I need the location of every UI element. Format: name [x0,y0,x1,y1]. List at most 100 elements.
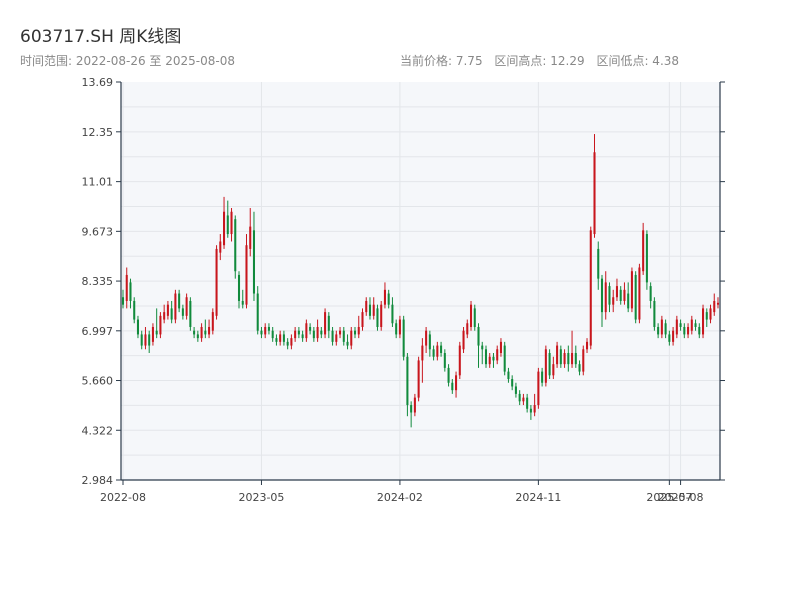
candle-body [552,364,555,376]
candle-body [312,330,315,339]
candle-body [664,323,667,335]
price-stats: 当前价格: 7.75 区间高点: 12.29 区间低点: 4.38 [400,52,687,69]
candle-body [163,312,166,320]
y-tick-label: 5.660 [82,375,114,388]
candle-body [668,334,671,342]
candle-body [301,334,304,339]
candle-body [660,319,663,335]
candle-body [140,334,143,346]
candle-body [679,323,682,327]
candle-body [511,379,514,387]
candle-body [675,319,678,335]
candle-body [574,353,577,365]
candle-body [518,393,521,402]
candle-body [698,326,701,335]
candle-body [432,349,435,357]
candle-body [687,326,690,335]
candle-body [282,334,285,342]
candle-body [249,226,252,249]
candle-body [402,319,405,357]
candle-body [223,211,226,246]
candle-body [589,230,592,346]
candle-body [380,304,383,327]
candle-body [357,326,360,335]
candle-body [144,334,147,346]
candle-body [361,312,364,327]
candle-body [335,334,338,342]
y-tick-label: 2.984 [82,474,114,487]
y-tick-label: 12.35 [82,126,114,139]
candle-body [241,300,244,305]
candle-body [716,302,720,305]
candle-body [413,397,416,413]
candle-body [634,274,637,320]
candle-body [593,152,596,235]
candle-body [455,375,458,391]
candle-body [391,304,394,324]
current-price: 当前价格: 7.75 [400,54,483,68]
candle-body [136,319,139,335]
candle-body [316,326,319,339]
candle-body [600,278,604,313]
candle-body [159,315,162,335]
candle-body [133,300,136,320]
candle-body [428,334,431,350]
candle-body [151,326,154,342]
x-tick-label: 2024-02 [377,491,423,504]
candle-body [181,308,184,316]
candle-body [541,371,544,383]
candle-body [410,405,413,413]
candle-body [582,349,585,372]
candle-body [193,330,196,335]
candle-body [709,308,712,320]
candle-body [383,289,386,305]
candle-body [503,345,506,372]
candle-body [320,330,323,335]
candle-body [492,356,495,361]
candle-body [350,330,353,346]
candle-body [466,323,469,335]
candle-body [372,304,375,316]
candle-body [458,345,461,376]
y-tick-label: 11.01 [82,176,114,189]
candle-body [604,282,607,313]
candle-body [215,248,218,316]
candle-body [507,371,510,380]
candle-body [353,330,357,335]
candle-body [514,386,517,394]
candle-body [533,405,536,413]
candle-body [443,353,446,368]
candle-body [425,330,428,346]
candle-body [481,345,484,350]
candle-body [211,312,214,331]
range-high: 区间高点: 12.29 [494,54,585,68]
candle-body [462,330,465,350]
candle-body [683,326,686,335]
candle-body [496,349,499,361]
candle-body [619,289,622,301]
candle-body [376,308,379,327]
candle-body [342,330,345,342]
candle-body [608,286,611,305]
candle-body [544,349,547,383]
candle-body [398,319,401,335]
candle-body [294,330,297,339]
candle-body [406,356,409,406]
y-tick-label: 8.335 [82,275,114,288]
candle-body [653,300,656,327]
candle-body [339,330,342,335]
candle-body [121,297,125,305]
y-tick-label: 6.997 [82,325,114,338]
candle-body [451,382,454,391]
candle-body [395,323,398,335]
candle-body [488,356,491,365]
x-tick-label: 2023-05 [238,491,284,504]
candle-body [649,286,652,301]
candle-body [642,230,645,272]
candle-body [694,323,697,327]
candle-body [387,293,390,305]
x-tick-label: 2022-08 [100,491,146,504]
candle-body [286,341,289,346]
candle-body [365,300,368,313]
